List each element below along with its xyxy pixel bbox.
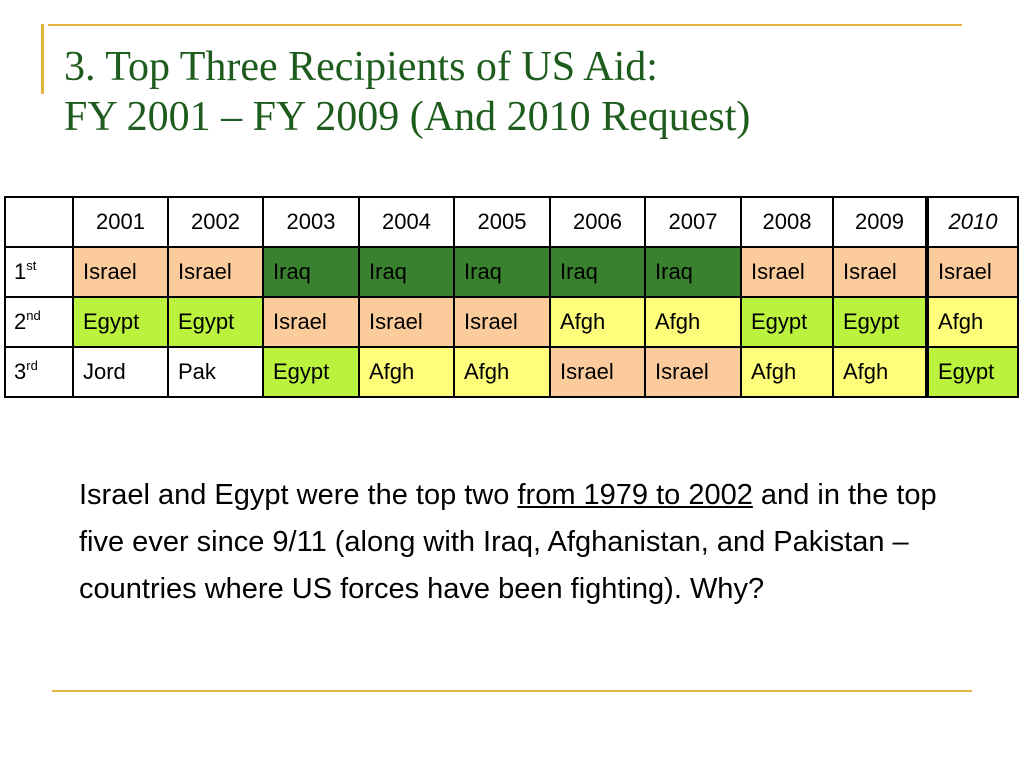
- header-year: 2005: [453, 196, 551, 248]
- table-cell: Afgh: [925, 296, 1019, 348]
- body-text-part-2: and in the top five ever since 9/11 (alo…: [79, 479, 937, 605]
- title-line-2: FY 2001 – FY 2009 (And 2010 Request): [64, 94, 751, 140]
- rank-number: 1: [14, 259, 27, 284]
- table-cell: Iraq: [358, 246, 455, 298]
- table-cell: Israel: [453, 296, 551, 348]
- aid-recipients-table: 2001 2002 2003 2004 2005 2006 2007 2008 …: [4, 196, 1019, 398]
- header-year: 2001: [72, 196, 169, 248]
- table-cell: Afgh: [644, 296, 742, 348]
- rank-suffix: st: [26, 258, 37, 273]
- table-cell: Israel: [358, 296, 455, 348]
- header-year: 2009: [832, 196, 928, 248]
- table-cell: Israel: [740, 246, 834, 298]
- table-cell: Iraq: [453, 246, 551, 298]
- table-cell: Iraq: [262, 246, 360, 298]
- rank-cell: 1st: [4, 246, 74, 298]
- rank-cell: 3rd: [4, 346, 74, 398]
- table-cell: Afgh: [740, 346, 834, 398]
- rank-number: 3: [14, 359, 27, 384]
- table-cell: Egypt: [832, 296, 928, 348]
- table-row: 1st Israel Israel Iraq Iraq Iraq Iraq Ir…: [4, 246, 1019, 298]
- table-cell: Afgh: [832, 346, 928, 398]
- header-year: 2003: [262, 196, 360, 248]
- table-row: 2nd Egypt Egypt Israel Israel Israel Afg…: [4, 296, 1019, 348]
- table-cell: Afgh: [453, 346, 551, 398]
- underlined-date-range: from 1979 to 2002: [517, 479, 753, 511]
- table-cell: Egypt: [262, 346, 360, 398]
- table-cell: Egypt: [72, 296, 169, 348]
- table-cell: Pak: [167, 346, 264, 398]
- table-cell: Israel: [644, 346, 742, 398]
- bottom-accent-line: [52, 690, 972, 692]
- table-cell: Afgh: [358, 346, 455, 398]
- table-cell: Egypt: [925, 346, 1019, 398]
- header-year: 2004: [358, 196, 455, 248]
- body-text-part-1: Israel and Egypt were the top two: [79, 479, 518, 511]
- table-cell: Israel: [167, 246, 264, 298]
- header-year: 2002: [167, 196, 264, 248]
- rank-number: 2: [14, 309, 27, 334]
- header-corner-cell: [4, 196, 74, 248]
- table-cell: Iraq: [644, 246, 742, 298]
- table-row: 3rd Jord Pak Egypt Afgh Afgh Israel Isra…: [4, 346, 1019, 398]
- left-accent-line: [41, 24, 44, 94]
- rank-suffix: rd: [26, 358, 38, 373]
- table-cell: Jord: [72, 346, 169, 398]
- header-year: 2008: [740, 196, 834, 248]
- table-cell: Iraq: [549, 246, 646, 298]
- rank-cell: 2nd: [4, 296, 74, 348]
- title-line-1: 3. Top Three Recipients of US Aid:: [64, 44, 658, 90]
- header-year: 2007: [644, 196, 742, 248]
- table-cell: Afgh: [549, 296, 646, 348]
- body-paragraph: Israel and Egypt were the top two from 1…: [79, 472, 939, 613]
- header-year: 2006: [549, 196, 646, 248]
- table-cell: Egypt: [740, 296, 834, 348]
- top-accent-line: [48, 24, 962, 26]
- table-cell: Israel: [925, 246, 1019, 298]
- header-year-request: 2010: [925, 196, 1019, 248]
- rank-suffix: nd: [26, 308, 41, 323]
- table-cell: Israel: [832, 246, 928, 298]
- table-header-row: 2001 2002 2003 2004 2005 2006 2007 2008 …: [4, 196, 1019, 248]
- table-cell: Israel: [549, 346, 646, 398]
- table-cell: Egypt: [167, 296, 264, 348]
- slide-title: 3. Top Three Recipients of US Aid: FY 20…: [64, 42, 964, 142]
- table-cell: Israel: [262, 296, 360, 348]
- table-cell: Israel: [72, 246, 169, 298]
